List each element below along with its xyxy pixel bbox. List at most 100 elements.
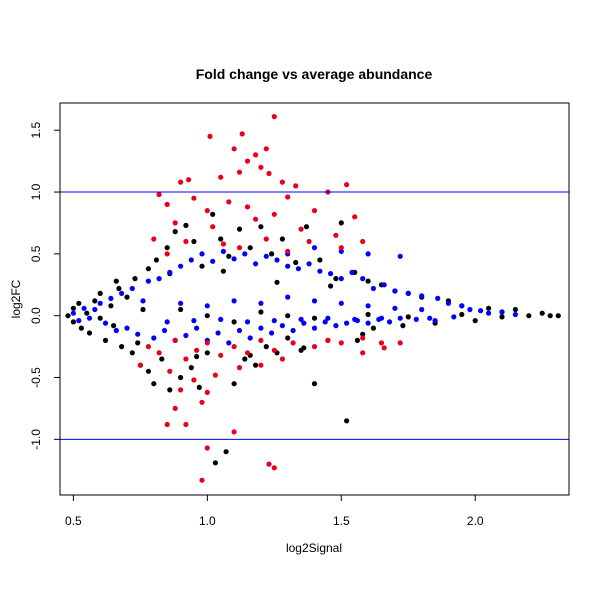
data-point-g1-27 (215, 330, 221, 336)
data-point-g1-56 (370, 285, 376, 292)
data-point-g0-79 (555, 313, 561, 319)
data-point-g0-2 (70, 319, 76, 325)
data-point-g0-4 (78, 325, 84, 331)
data-point-g1-35 (258, 325, 264, 331)
data-point-g2-63 (204, 389, 210, 395)
data-point-g2-36 (263, 236, 269, 242)
data-point-g0-1 (70, 305, 76, 311)
data-point-g1-16 (156, 276, 162, 282)
data-point-g2-73 (137, 362, 143, 368)
data-point-g0-96 (274, 279, 280, 285)
data-point-g2-38 (164, 251, 170, 257)
x-tick-label-0: 0.5 (65, 514, 82, 528)
data-point-g2-50 (244, 350, 251, 356)
data-point-g0-20 (145, 266, 151, 272)
data-point-g2-64 (172, 405, 178, 411)
data-point-g2-2 (239, 131, 245, 137)
x-axis: 0.5 1.0 1.5 2.0 (65, 495, 484, 528)
data-point-g2-4 (263, 146, 269, 152)
data-point-g2-5 (253, 152, 259, 158)
data-point-g1-52 (349, 269, 355, 275)
data-point-g1-39 (279, 323, 285, 329)
data-point-g1-59 (386, 319, 393, 325)
data-point-g2-58 (167, 368, 173, 374)
data-point-g0-35 (210, 211, 216, 217)
data-point-g0-40 (231, 381, 237, 387)
data-point-g1-37 (269, 330, 275, 336)
data-point-g0-86 (365, 311, 371, 318)
data-point-g2-78 (381, 345, 387, 351)
data-point-g1-78 (311, 245, 318, 251)
data-point-g0-25 (164, 245, 170, 251)
data-point-g2-6 (244, 158, 251, 164)
data-point-g1-24 (199, 251, 205, 257)
data-point-g2-26 (352, 214, 358, 220)
data-point-g0-3 (76, 300, 82, 306)
data-point-g0-76 (526, 313, 532, 319)
data-point-g0-31 (191, 238, 197, 245)
data-point-g0-0 (65, 313, 71, 319)
data-point-g2-23 (244, 204, 251, 210)
data-point-g2-54 (311, 344, 318, 350)
data-point-g0-45 (258, 224, 264, 230)
data-point-g0-24 (159, 356, 165, 362)
data-point-g1-80 (178, 300, 184, 306)
data-point-g0-77 (539, 310, 545, 316)
data-point-g0-39 (226, 253, 232, 259)
data-point-g0-84 (285, 313, 291, 319)
data-point-g1-0 (70, 310, 76, 316)
data-point-g2-40 (285, 248, 291, 254)
data-point-g2-32 (360, 238, 366, 245)
data-point-g1-18 (167, 269, 173, 275)
data-point-g2-34 (183, 238, 189, 245)
data-point-g1-62 (405, 290, 411, 296)
data-point-g0-49 (279, 236, 285, 242)
data-point-g0-81 (204, 313, 210, 319)
data-point-g0-7 (92, 298, 98, 304)
data-point-g2-48 (218, 352, 224, 358)
data-point-g1-14 (145, 278, 151, 284)
data-point-g2-27 (172, 220, 178, 226)
data-point-g1-94 (271, 318, 277, 324)
data-point-g2-29 (253, 216, 259, 222)
data-point-g1-48 (328, 271, 334, 277)
data-point-g0-5 (84, 310, 90, 316)
data-point-g1-15 (151, 335, 157, 341)
data-point-g0-83 (258, 309, 264, 315)
data-point-g1-47 (322, 319, 328, 325)
data-point-g0-23 (153, 257, 159, 263)
y-tick-label-0: -1.0 (29, 429, 43, 450)
data-point-g1-67 (445, 300, 451, 306)
y-axis: -1.0 -0.5 0.0 0.5 1.0 1.5 (29, 122, 60, 450)
data-point-g2-3 (271, 114, 277, 120)
data-point-g1-5 (97, 300, 103, 306)
data-point-g1-89 (419, 306, 425, 313)
data-point-g0-22 (151, 381, 157, 387)
data-point-g0-16 (129, 350, 135, 356)
data-point-g0-9 (97, 290, 103, 296)
y-tick-label-4: 1.0 (29, 183, 43, 200)
data-point-g2-49 (231, 344, 237, 350)
data-point-g2-10 (186, 177, 192, 183)
data-point-g2-28 (210, 224, 216, 230)
data-point-g0-17 (132, 276, 138, 282)
data-point-g0-66 (400, 323, 406, 329)
data-point-g1-91 (191, 318, 197, 324)
data-point-g1-1 (76, 318, 82, 324)
data-point-g2-42 (145, 344, 151, 350)
data-point-g2-75 (258, 362, 264, 368)
data-point-g0-63 (370, 325, 376, 331)
data-point-g0-44 (253, 362, 259, 368)
data-point-g1-61 (397, 315, 403, 321)
data-point-g1-43 (301, 320, 307, 326)
data-point-g0-50 (285, 335, 291, 341)
data-point-g1-8 (113, 327, 119, 334)
data-point-g1-38 (274, 257, 280, 263)
data-point-g0-57 (333, 276, 339, 282)
data-point-g2-25 (311, 208, 318, 214)
data-point-g1-74 (512, 311, 519, 318)
data-point-g2-53 (290, 340, 296, 346)
data-point-g1-90 (164, 319, 170, 325)
data-point-g0-62 (365, 278, 371, 284)
data-point-g1-41 (290, 327, 296, 334)
